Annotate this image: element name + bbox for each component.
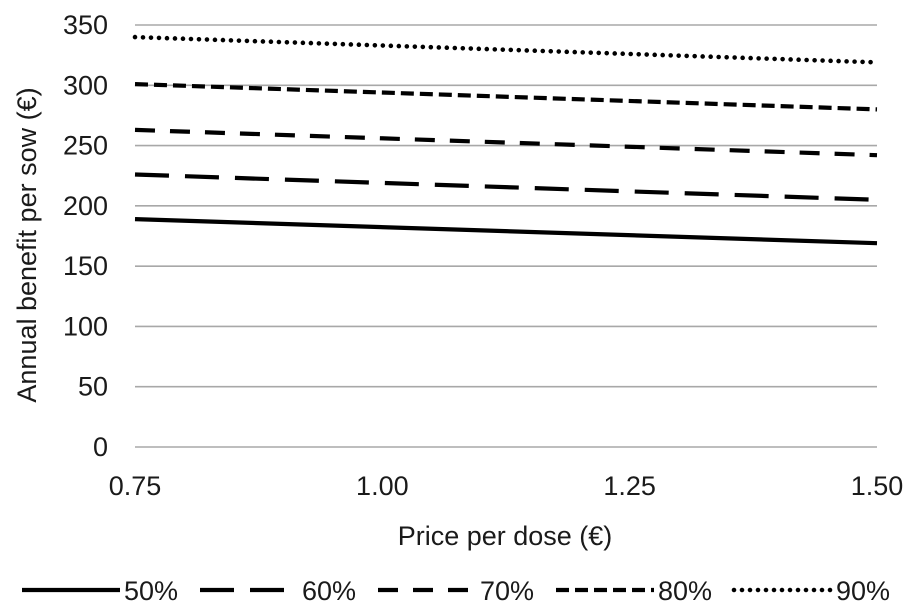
series-line-60pct — [134, 172, 878, 202]
x-tick-label: 1.25 — [603, 471, 656, 501]
y-tick-label: 50 — [78, 372, 108, 402]
legend: 50% 60% 70% 80% 90% — [22, 576, 890, 606]
legend-label: 50% — [124, 576, 178, 606]
y-tick-label: 200 — [63, 191, 108, 221]
legend-label: 70% — [480, 576, 534, 606]
y-tick-label: 100 — [63, 311, 108, 341]
y-tick-label: 300 — [63, 70, 108, 100]
x-axis-title: Price per dose (€) — [398, 521, 613, 551]
series-lines — [132, 34, 880, 246]
y-tick-label: 350 — [63, 10, 108, 40]
legend-label: 90% — [836, 576, 890, 606]
legend-label: 80% — [658, 576, 712, 606]
y-axis-title: Annual benefit per sow (€) — [12, 87, 42, 402]
x-tick-label: 0.75 — [109, 471, 162, 501]
y-tick-label: 250 — [63, 131, 108, 161]
x-tick-label: 1.50 — [851, 471, 904, 501]
y-tick-label: 150 — [63, 251, 108, 281]
x-axis-ticks: 0.75 1.00 1.25 1.50 — [109, 471, 904, 501]
series-line-50pct — [134, 217, 878, 246]
x-tick-label: 1.00 — [356, 471, 409, 501]
y-tick-label: 0 — [93, 432, 108, 462]
series-line-80pct — [134, 82, 878, 112]
gridlines — [135, 24, 877, 448]
legend-label: 60% — [302, 576, 356, 606]
series-line-90pct — [132, 34, 880, 65]
series-line-70pct — [134, 127, 878, 158]
y-axis-ticks: 0 50 100 150 200 250 300 350 — [63, 10, 108, 462]
